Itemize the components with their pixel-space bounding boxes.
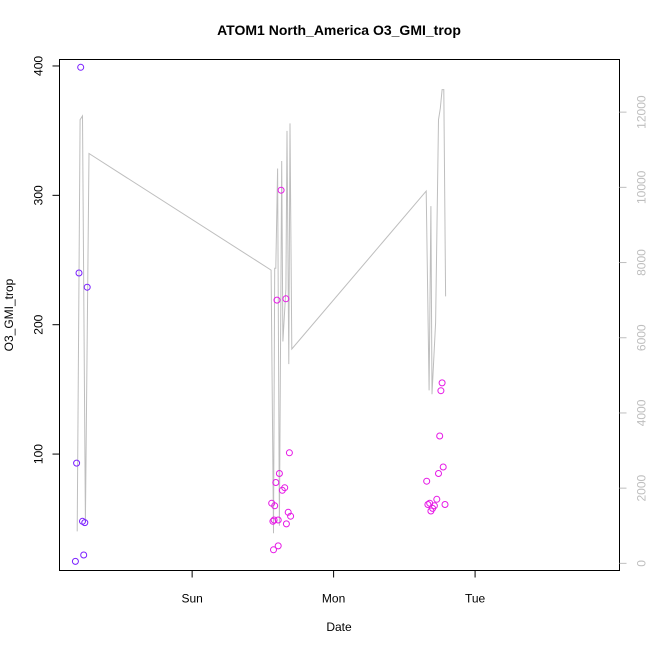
data-point-1-14 [282, 520, 290, 528]
data-point-1-6 [273, 296, 281, 304]
data-point-1-10 [277, 186, 285, 194]
data-point-1-18 [423, 477, 431, 485]
data-point-1-2 [270, 546, 277, 554]
x-tick-label-1: Mon [322, 592, 345, 606]
data-point-1-4 [271, 502, 279, 510]
x-tick-label-2: Tue [465, 592, 486, 606]
data-point-1-25 [435, 470, 442, 477]
data-point-1-26 [436, 432, 444, 440]
y-right-tick-label-0: 0 [635, 560, 649, 567]
series-line-2 [76, 89, 447, 534]
data-point-0-7 [83, 283, 91, 291]
data-point-1-27 [437, 387, 445, 395]
data-point-1-12 [281, 484, 289, 492]
x-axis-label: Date [326, 620, 352, 634]
data-point-1-17 [287, 512, 295, 520]
x-tick-label-0: Sun [181, 592, 202, 606]
y-right-tick-label-6: 12000 [635, 95, 649, 129]
data-point-1-19 [424, 501, 432, 508]
plot-frame [59, 59, 620, 571]
y-right-tick-label-1: 2000 [635, 474, 649, 501]
y-right-tick-label-4: 8000 [635, 249, 649, 276]
data-point-1-5 [272, 479, 280, 486]
line-series-layer [76, 89, 447, 534]
data-point-0-5 [80, 551, 88, 559]
y-right-tick-label-2: 4000 [635, 399, 649, 426]
data-point-1-23 [430, 502, 438, 510]
y-left-tick-label-3: 400 [32, 56, 46, 76]
data-point-0-1 [73, 459, 81, 467]
data-point-1-9 [275, 470, 283, 477]
data-point-0-3 [77, 63, 85, 71]
data-point-1-24 [433, 495, 441, 503]
data-point-0-2 [75, 269, 83, 277]
data-point-0-6 [81, 519, 89, 527]
data-point-1-13 [282, 295, 290, 303]
data-point-1-30 [441, 501, 449, 508]
data-point-1-29 [439, 463, 447, 471]
y-axis-left: 100 200 300 400 [32, 56, 60, 464]
y-right-tick-label-5: 10000 [635, 170, 649, 204]
data-point-1-28 [438, 379, 446, 387]
data-point-0-0 [71, 557, 79, 565]
y-left-tick-label-1: 200 [32, 314, 46, 334]
y-axis-right: 0 2000 4000 6000 8000 10000 12000 [619, 95, 649, 567]
y-axis-label: O3_GMI_trop [2, 278, 16, 351]
chart-title: ATOM1 North_America O3_GMI_trop [217, 22, 461, 38]
data-point-1-3 [270, 516, 278, 524]
x-axis: Sun Mon Tue [181, 570, 486, 606]
y-left-tick-label-2: 300 [32, 185, 46, 205]
data-point-1-8 [274, 516, 282, 524]
points-layer [71, 63, 449, 565]
data-point-1-7 [274, 542, 282, 550]
data-point-1-16 [285, 449, 293, 457]
y-left-tick-label-0: 100 [32, 444, 46, 464]
y-right-tick-label-3: 6000 [635, 324, 649, 351]
